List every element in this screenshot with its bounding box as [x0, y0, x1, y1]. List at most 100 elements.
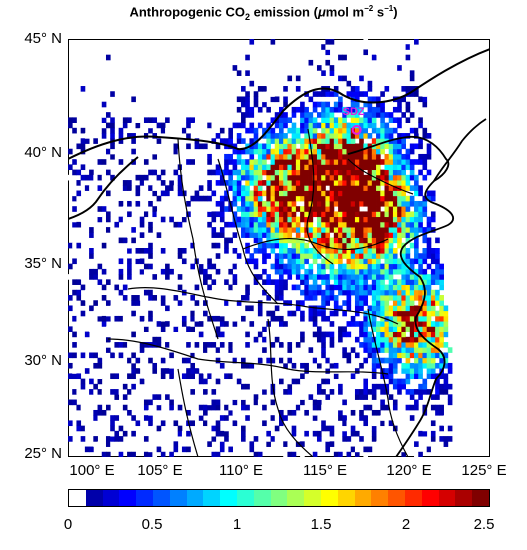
- emission-cell: [371, 373, 377, 380]
- emission-cell: [84, 258, 90, 265]
- emission-cell: [245, 159, 250, 165]
- emission-cell: [414, 326, 419, 332]
- emission-cell: [304, 164, 309, 171]
- emission-cell: [97, 362, 103, 369]
- emission-cell: [316, 242, 322, 249]
- emission-cell: [287, 253, 293, 259]
- emission-cell: [266, 200, 271, 207]
- emission-cell: [300, 253, 305, 259]
- emission-cell: [397, 138, 402, 144]
- emission-cell: [257, 305, 263, 312]
- emission-cell: [156, 394, 162, 400]
- emission-cell: [354, 451, 360, 457]
- emission-cell: [97, 185, 103, 191]
- emission-cell: [253, 91, 259, 97]
- emission-cell: [401, 195, 406, 202]
- emission-cell: [232, 232, 238, 238]
- emission-cell: [198, 409, 204, 416]
- emission-cell: [367, 389, 373, 395]
- emission-cell: [72, 127, 77, 134]
- emission-cell: [165, 185, 170, 191]
- emission-cell: [350, 258, 356, 265]
- emission-cell: [312, 310, 318, 317]
- emission-cell: [401, 190, 406, 197]
- emission-cell: [325, 284, 331, 291]
- emission-cell: [418, 221, 423, 228]
- emission-cell: [418, 289, 423, 296]
- emission-cell: [131, 216, 136, 223]
- emission-cell: [422, 315, 428, 322]
- emission-cell: [228, 404, 233, 411]
- emission-cell: [245, 342, 250, 348]
- emission-cell: [312, 185, 318, 191]
- emission-cell: [312, 143, 318, 150]
- emission-cell: [304, 185, 309, 191]
- emission-cell: [397, 159, 402, 165]
- emission-cell: [367, 133, 373, 139]
- emission-cell: [401, 279, 406, 285]
- emission-cell: [101, 174, 107, 181]
- emission-cell: [215, 420, 221, 427]
- emission-cell: [325, 148, 331, 155]
- emission-cell: [405, 258, 411, 265]
- emission-cell: [300, 279, 305, 285]
- emission-cell: [215, 143, 221, 150]
- emission-cell: [295, 106, 301, 113]
- emission-cell: [173, 143, 179, 150]
- emission-cell: [371, 112, 377, 118]
- emission-cell: [397, 101, 402, 108]
- emission-cell: [266, 430, 271, 437]
- emission-cell: [308, 174, 314, 181]
- emission-cell: [338, 227, 343, 233]
- emission-cell: [338, 253, 343, 259]
- emission-cell: [283, 284, 288, 291]
- emission-cell: [186, 399, 191, 406]
- emission-cell: [279, 258, 284, 265]
- emission-cell: [316, 237, 322, 244]
- emission-cell: [380, 237, 385, 244]
- emission-cell: [304, 180, 309, 186]
- emission-cell: [266, 91, 271, 97]
- emission-cell: [236, 180, 242, 186]
- emission-cell: [350, 227, 356, 233]
- emission-cell: [274, 446, 280, 453]
- emission-cell: [80, 284, 86, 291]
- emission-cell: [329, 295, 335, 301]
- emission-cell: [401, 362, 406, 369]
- emission-cell: [346, 133, 352, 139]
- emission-cell: [392, 352, 398, 359]
- emission-cell: [186, 143, 191, 150]
- emission-cell: [418, 336, 423, 343]
- emission-cell: [430, 336, 436, 343]
- emission-cell: [321, 195, 326, 202]
- emission-cell: [388, 373, 394, 380]
- emission-cell: [388, 216, 394, 223]
- emission-cell: [203, 368, 208, 374]
- emission-cell: [418, 263, 423, 270]
- emission-cell: [228, 59, 233, 66]
- emission-cell: [156, 211, 162, 218]
- emission-cell: [350, 159, 356, 165]
- emission-cell: [304, 190, 309, 197]
- emission-cell: [241, 195, 246, 202]
- emission-cell: [392, 326, 398, 332]
- emission-cell: [241, 185, 246, 191]
- emission-cell: [270, 164, 276, 171]
- emission-cell: [304, 258, 309, 265]
- emission-cell: [224, 373, 229, 380]
- emission-cell: [405, 185, 411, 191]
- emission-cell: [127, 268, 132, 275]
- emission-cell: [380, 242, 385, 249]
- emission-cell: [422, 237, 428, 244]
- emission-cell: [76, 279, 82, 285]
- emission-cell: [333, 174, 339, 181]
- emission-cell: [262, 352, 267, 359]
- emission-cell: [409, 221, 415, 228]
- emission-cell: [338, 169, 343, 176]
- emission-cell: [342, 127, 347, 134]
- emission-cell: [439, 362, 444, 369]
- emission-cell: [380, 216, 385, 223]
- emission-cell: [367, 80, 373, 87]
- emission-cell: [131, 237, 136, 244]
- emission-cell: [295, 248, 301, 254]
